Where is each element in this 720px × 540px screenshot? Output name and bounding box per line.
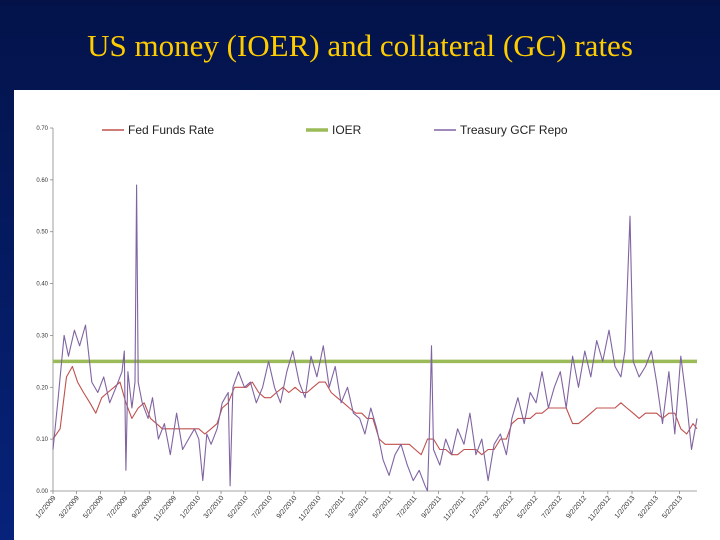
- x-tick-label: 3/2/2011: [348, 495, 371, 520]
- series-lines: [52, 184, 698, 492]
- x-tick-label: 7/2/2010: [251, 495, 274, 520]
- x-tick-label: 1/2/2011: [324, 495, 347, 520]
- y-tick-label: 0.10: [36, 437, 48, 443]
- line-chart: 0.00 0.10 0.20 0.30 0.40 0.50 0.60 0.70 1/2/200…: [35, 123, 698, 523]
- x-tick-label: 11/2/2009: [153, 495, 178, 523]
- x-axis: 1/2/2009 3/2/2009 5/2/2009 7/2/2009 9/2/2009…: [35, 490, 697, 523]
- legend-label: IOER: [332, 123, 362, 137]
- legend-label: Treasury GCF Repo: [460, 123, 568, 137]
- x-tick-label: 7/2/2009: [106, 495, 129, 520]
- x-tick-label: 11/2/2010: [298, 495, 323, 523]
- y-tick-label: 0.50: [36, 230, 48, 236]
- x-tick-label: 9/2/2010: [276, 495, 299, 520]
- y-tick-label: 0.60: [36, 178, 48, 184]
- slide-title: US money (IOER) and collateral (GC) rate…: [87, 28, 633, 63]
- x-tick-label: 1/2/2009: [35, 495, 58, 520]
- x-tick-label: 9/2/2011: [421, 495, 444, 520]
- legend: Fed Funds Rate IOER Treasury GCF Repo: [102, 123, 568, 137]
- x-tick-label: 1/2/2013: [614, 495, 637, 520]
- x-tick-label: 11/2/2012: [587, 495, 612, 523]
- y-axis: 0.00 0.10 0.20 0.30 0.40 0.50 0.60 0.70: [36, 126, 54, 495]
- x-tick-label: 1/2/2012: [469, 495, 492, 520]
- y-tick-label: 0.40: [36, 282, 48, 288]
- x-tick-label: 1/2/2010: [179, 495, 202, 520]
- legend-label: Fed Funds Rate: [128, 123, 214, 137]
- x-tick-label: 3/2/2013: [637, 495, 660, 520]
- x-tick-label: 5/2/2013: [661, 495, 684, 520]
- x-tick-label: 3/2/2012: [492, 495, 515, 520]
- series-line-treasury-gcf-repo: [52, 184, 698, 492]
- x-tick-label: 7/2/2011: [396, 495, 419, 520]
- x-tick-label: 9/2/2012: [565, 495, 588, 520]
- x-tick-label: 7/2/2012: [541, 495, 564, 520]
- series-line-fed-funds-rate: [52, 365, 698, 456]
- x-tick-label: 5/2/2012: [517, 495, 540, 520]
- x-tick-label: 9/2/2009: [131, 495, 154, 520]
- y-tick-label: 0.20: [36, 385, 48, 391]
- x-tick-label: 5/2/2010: [227, 495, 250, 520]
- y-tick-label: 0.00: [36, 489, 48, 495]
- y-tick-label: 0.70: [36, 126, 48, 132]
- y-tick-label: 0.30: [36, 333, 48, 339]
- chart-panel: 0.00 0.10 0.20 0.30 0.40 0.50 0.60 0.70 1/2/200…: [14, 90, 720, 540]
- x-tick-label: 3/2/2009: [58, 495, 81, 520]
- x-tick-label: 5/2/2011: [372, 495, 395, 520]
- x-tick-label: 11/2/2011: [443, 495, 468, 523]
- x-tick-label: 5/2/2009: [82, 495, 105, 520]
- x-tick-label: 3/2/2010: [203, 495, 226, 520]
